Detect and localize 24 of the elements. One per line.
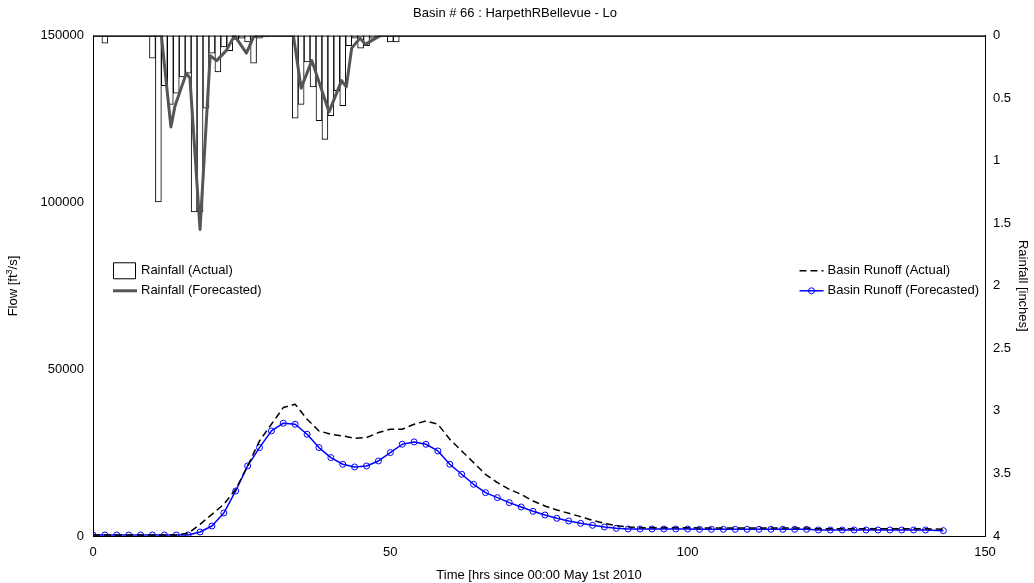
x-tick-label: 50 <box>383 544 398 560</box>
y2-tick-label: 4 <box>993 527 1001 543</box>
x-tick-label: 100 <box>676 544 699 560</box>
legend-label: Basin Runoff (Forecasted) <box>827 282 979 298</box>
y2-tick-label: 1.5 <box>993 214 1012 230</box>
y-tick-label: 100000 <box>40 193 84 209</box>
chart-title: Basin # 66 : HarpethRBellevue - Lo <box>413 5 617 21</box>
legend-label: Basin Runoff (Actual) <box>827 262 951 278</box>
y-tick-label: 150000 <box>40 27 84 43</box>
y2-tick-label: 2.5 <box>993 339 1012 355</box>
y-tick-label: 0 <box>76 527 84 543</box>
y2-tick-label: 3.5 <box>993 465 1012 481</box>
legend-label: Rainfall (Actual) <box>141 262 233 278</box>
y2-axis-title: Rainfall [inches] <box>1015 239 1031 332</box>
x-tick-label: 0 <box>89 544 97 560</box>
y2-tick-label: 1 <box>993 152 1001 168</box>
legend-label: Rainfall (Forecasted) <box>141 282 262 298</box>
x-axis-title: Time [hrs since 00:00 May 1st 2010 <box>436 566 642 582</box>
y2-tick-label: 0 <box>993 27 1001 43</box>
x-tick-label: 150 <box>974 544 996 560</box>
y2-tick-label: 3 <box>993 402 1001 418</box>
y2-tick-label: 0.5 <box>993 89 1012 105</box>
y2-tick-label: 2 <box>993 277 1001 293</box>
y-tick-label: 50000 <box>47 360 84 376</box>
